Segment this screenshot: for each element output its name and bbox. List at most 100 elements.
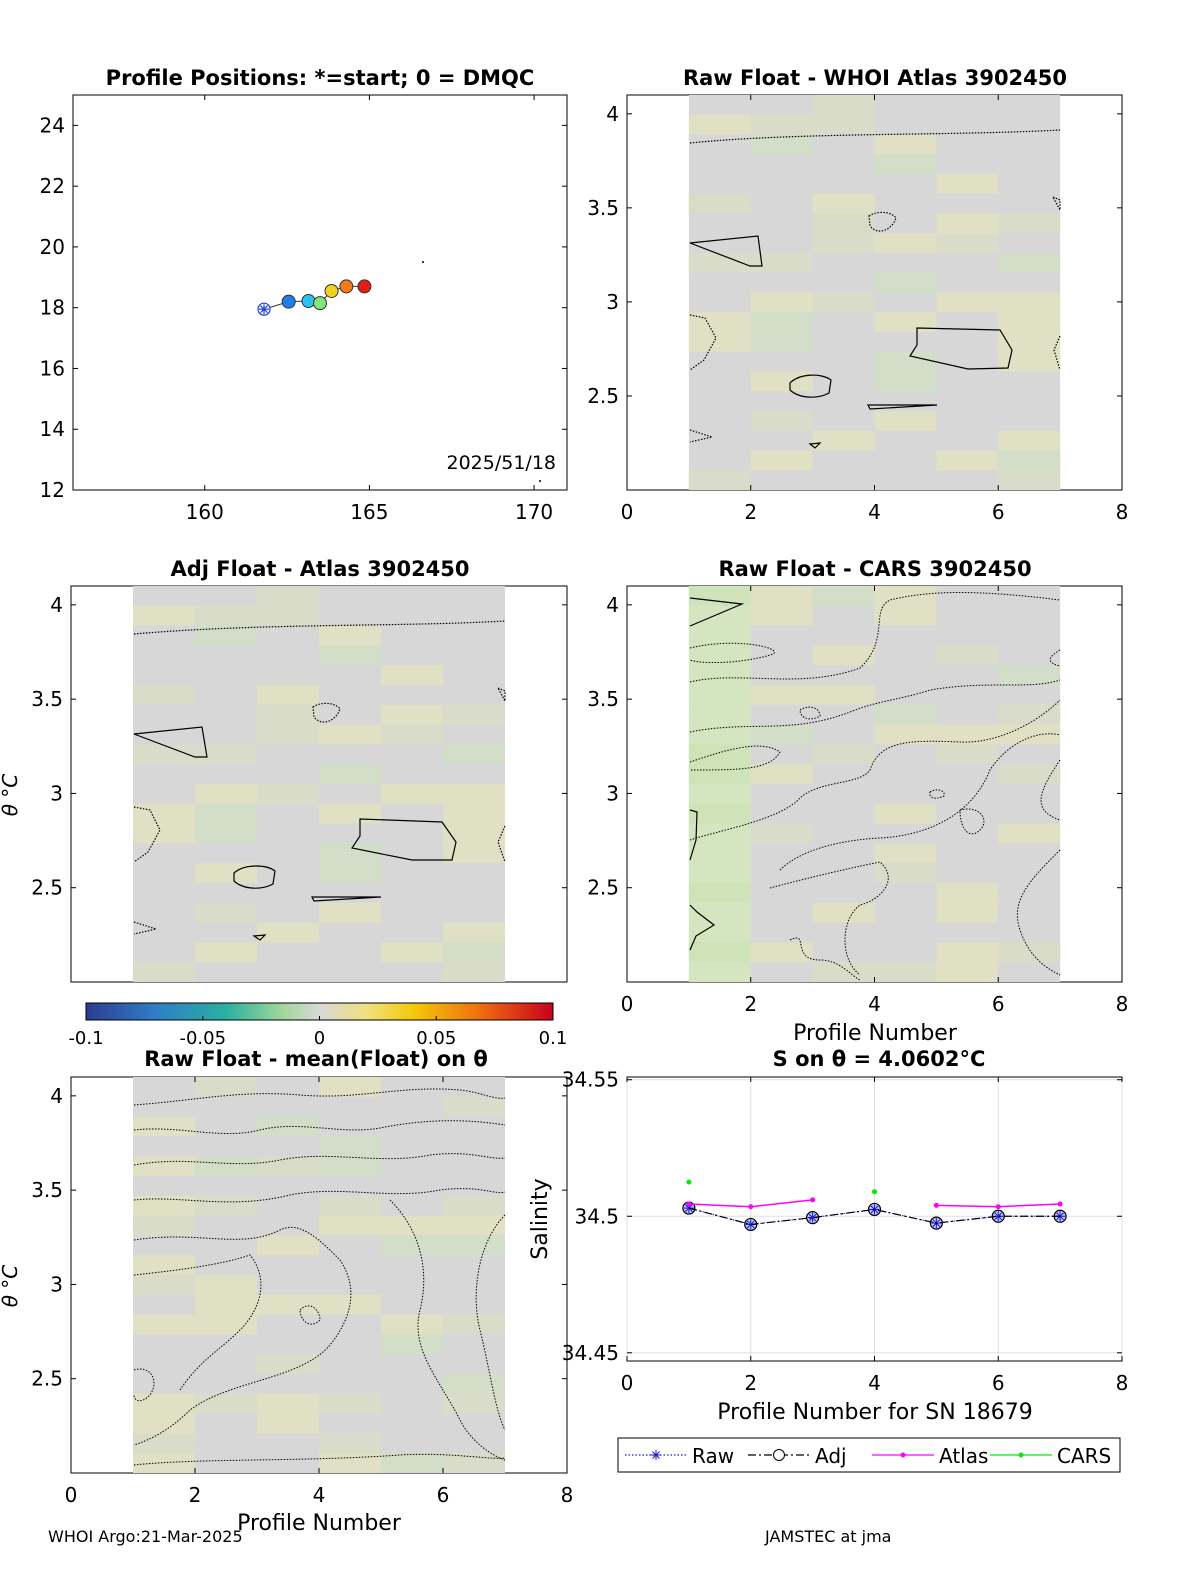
heatmap-cell: [812, 292, 875, 313]
salinity-ylabel: Salinity: [528, 1178, 553, 1259]
heatmap-cell: [998, 823, 1061, 844]
heatmap-cell: [688, 665, 751, 685]
adj-point: [929, 1216, 943, 1230]
adj-atlas-ticks: 2.5 3 3.5 4: [31, 593, 567, 900]
adj-point: [867, 1202, 882, 1217]
x-tick-label: 0: [621, 992, 634, 1016]
heatmap-cell: [257, 922, 319, 943]
x-tick-label: 8: [1116, 1371, 1129, 1395]
heatmap-cell: [812, 645, 875, 666]
heatmap-cell: [688, 470, 751, 490]
heatmap-cell: [812, 114, 875, 135]
heatmap-cell: [319, 1453, 381, 1473]
heatmap-cell: [257, 1235, 319, 1256]
heatmap-cell: [812, 193, 875, 214]
raw-cars-ticks: 0 2 4 6 8 2.5 3 3.5 4: [587, 586, 1128, 1016]
heatmap-cell: [936, 883, 999, 903]
heatmap-cell: [443, 843, 505, 864]
atlas-point: [686, 1201, 692, 1207]
raw-mean-xlabel: Profile Number: [237, 1511, 402, 1536]
heatmap-cell: [443, 1453, 505, 1473]
profile-marker: [313, 296, 327, 311]
heatmap-cell: [257, 1354, 319, 1374]
x-tick-label: 8: [1116, 500, 1129, 524]
heatmap-cell: [319, 1077, 381, 1097]
legend-label: Adj: [815, 1444, 847, 1468]
x-tick-label: 2: [744, 500, 757, 524]
profile-marker: [357, 279, 372, 294]
heatmap-cell: [195, 625, 257, 646]
x-tick-label: 0: [65, 1483, 78, 1507]
heatmap-cell: [195, 1156, 257, 1176]
salinity-xlabel: Profile Number for SN 18679: [717, 1400, 1032, 1425]
heatmap-cell: [257, 784, 319, 804]
raw-mean-title: Raw Float - mean(Float) on θ: [144, 1047, 488, 1071]
heatmap-cell: [750, 823, 813, 844]
heatmap-cell: [443, 784, 505, 804]
heatmap-cell: [998, 312, 1061, 332]
heatmap-cell: [133, 1413, 195, 1434]
heatmap-cell: [936, 744, 999, 765]
heatmap-cell: [688, 645, 751, 666]
heatmap-cell: [750, 724, 813, 745]
salinity-title: S on θ = 4.0602°C: [773, 1047, 986, 1071]
raw-cars-contours: [689, 592, 1061, 981]
x-tick-label: 4: [868, 992, 881, 1016]
heatmap-cell: [998, 764, 1061, 784]
heatmap-cell: [443, 1314, 505, 1335]
atlas-point: [995, 1204, 1001, 1210]
heatmap-cell: [688, 962, 751, 982]
heatmap-cell: [812, 95, 875, 115]
heatmap-cell: [750, 450, 813, 471]
y-tick-label: 4: [50, 1084, 63, 1108]
positions-dot: [539, 480, 541, 482]
heatmap-cell: [688, 724, 751, 745]
heatmap-cell: [936, 213, 999, 234]
legend-marker: [900, 1452, 906, 1458]
adj-line: [688, 1207, 1061, 1226]
heatmap-cell: [936, 962, 999, 982]
heatmap-cell: [688, 883, 751, 903]
heatmap-cell: [381, 1334, 443, 1355]
positions-ticks: 160 165 170 12 14 16 18 20 22 24: [40, 95, 567, 524]
y-tick-label: 3.5: [587, 196, 619, 220]
legend-marker: [773, 1449, 785, 1461]
y-tick-label: 3: [606, 290, 619, 314]
y-tick-label: 2.5: [31, 1367, 63, 1391]
heatmap-cell: [319, 1195, 381, 1216]
heatmap-cell: [195, 942, 257, 963]
heatmap-cell: [319, 843, 381, 864]
y-tick-label: 34.5: [574, 1204, 619, 1228]
y-tick-label: 20: [40, 235, 65, 259]
heatmap-cell: [381, 942, 443, 963]
heatmap-cell: [688, 823, 751, 844]
salinity-ticks: 0 2 4 6 8 34.45 34.5 34.55: [562, 1068, 1129, 1395]
heatmap-cell: [998, 724, 1061, 745]
heatmap-cell: [381, 1235, 443, 1256]
heatmap-cell: [812, 586, 875, 606]
heatmap-cell: [750, 764, 813, 784]
heatmap-cell: [874, 803, 937, 824]
heatmap-cell: [874, 586, 937, 606]
heatmap-cell: [874, 233, 937, 253]
salinity-series: [682, 1179, 1067, 1232]
x-tick-label: 165: [350, 500, 388, 524]
heatmap-cell: [319, 803, 381, 824]
start-marker-ray: [260, 305, 268, 314]
legend-items: Raw Adj Atlas CARS: [625, 1444, 1111, 1468]
adj-point: [806, 1211, 820, 1225]
y-tick-label: 3: [50, 1272, 63, 1296]
heatmap-cell: [812, 962, 875, 982]
adj-atlas-title: Adj Float - Atlas 3902450: [170, 557, 469, 581]
heatmap-cell: [195, 823, 257, 844]
x-tick-label: 2: [744, 1371, 757, 1395]
y-tick-label: 4: [606, 102, 619, 126]
adj-atlas-contours: [133, 620, 506, 941]
heatmap-cell: [688, 605, 751, 626]
y-tick-label: 3: [50, 781, 63, 805]
profile-marker: [301, 294, 316, 309]
x-tick-label: 6: [992, 992, 1005, 1016]
heatmap-cell: [688, 332, 751, 352]
legend-label: Raw: [692, 1444, 734, 1468]
